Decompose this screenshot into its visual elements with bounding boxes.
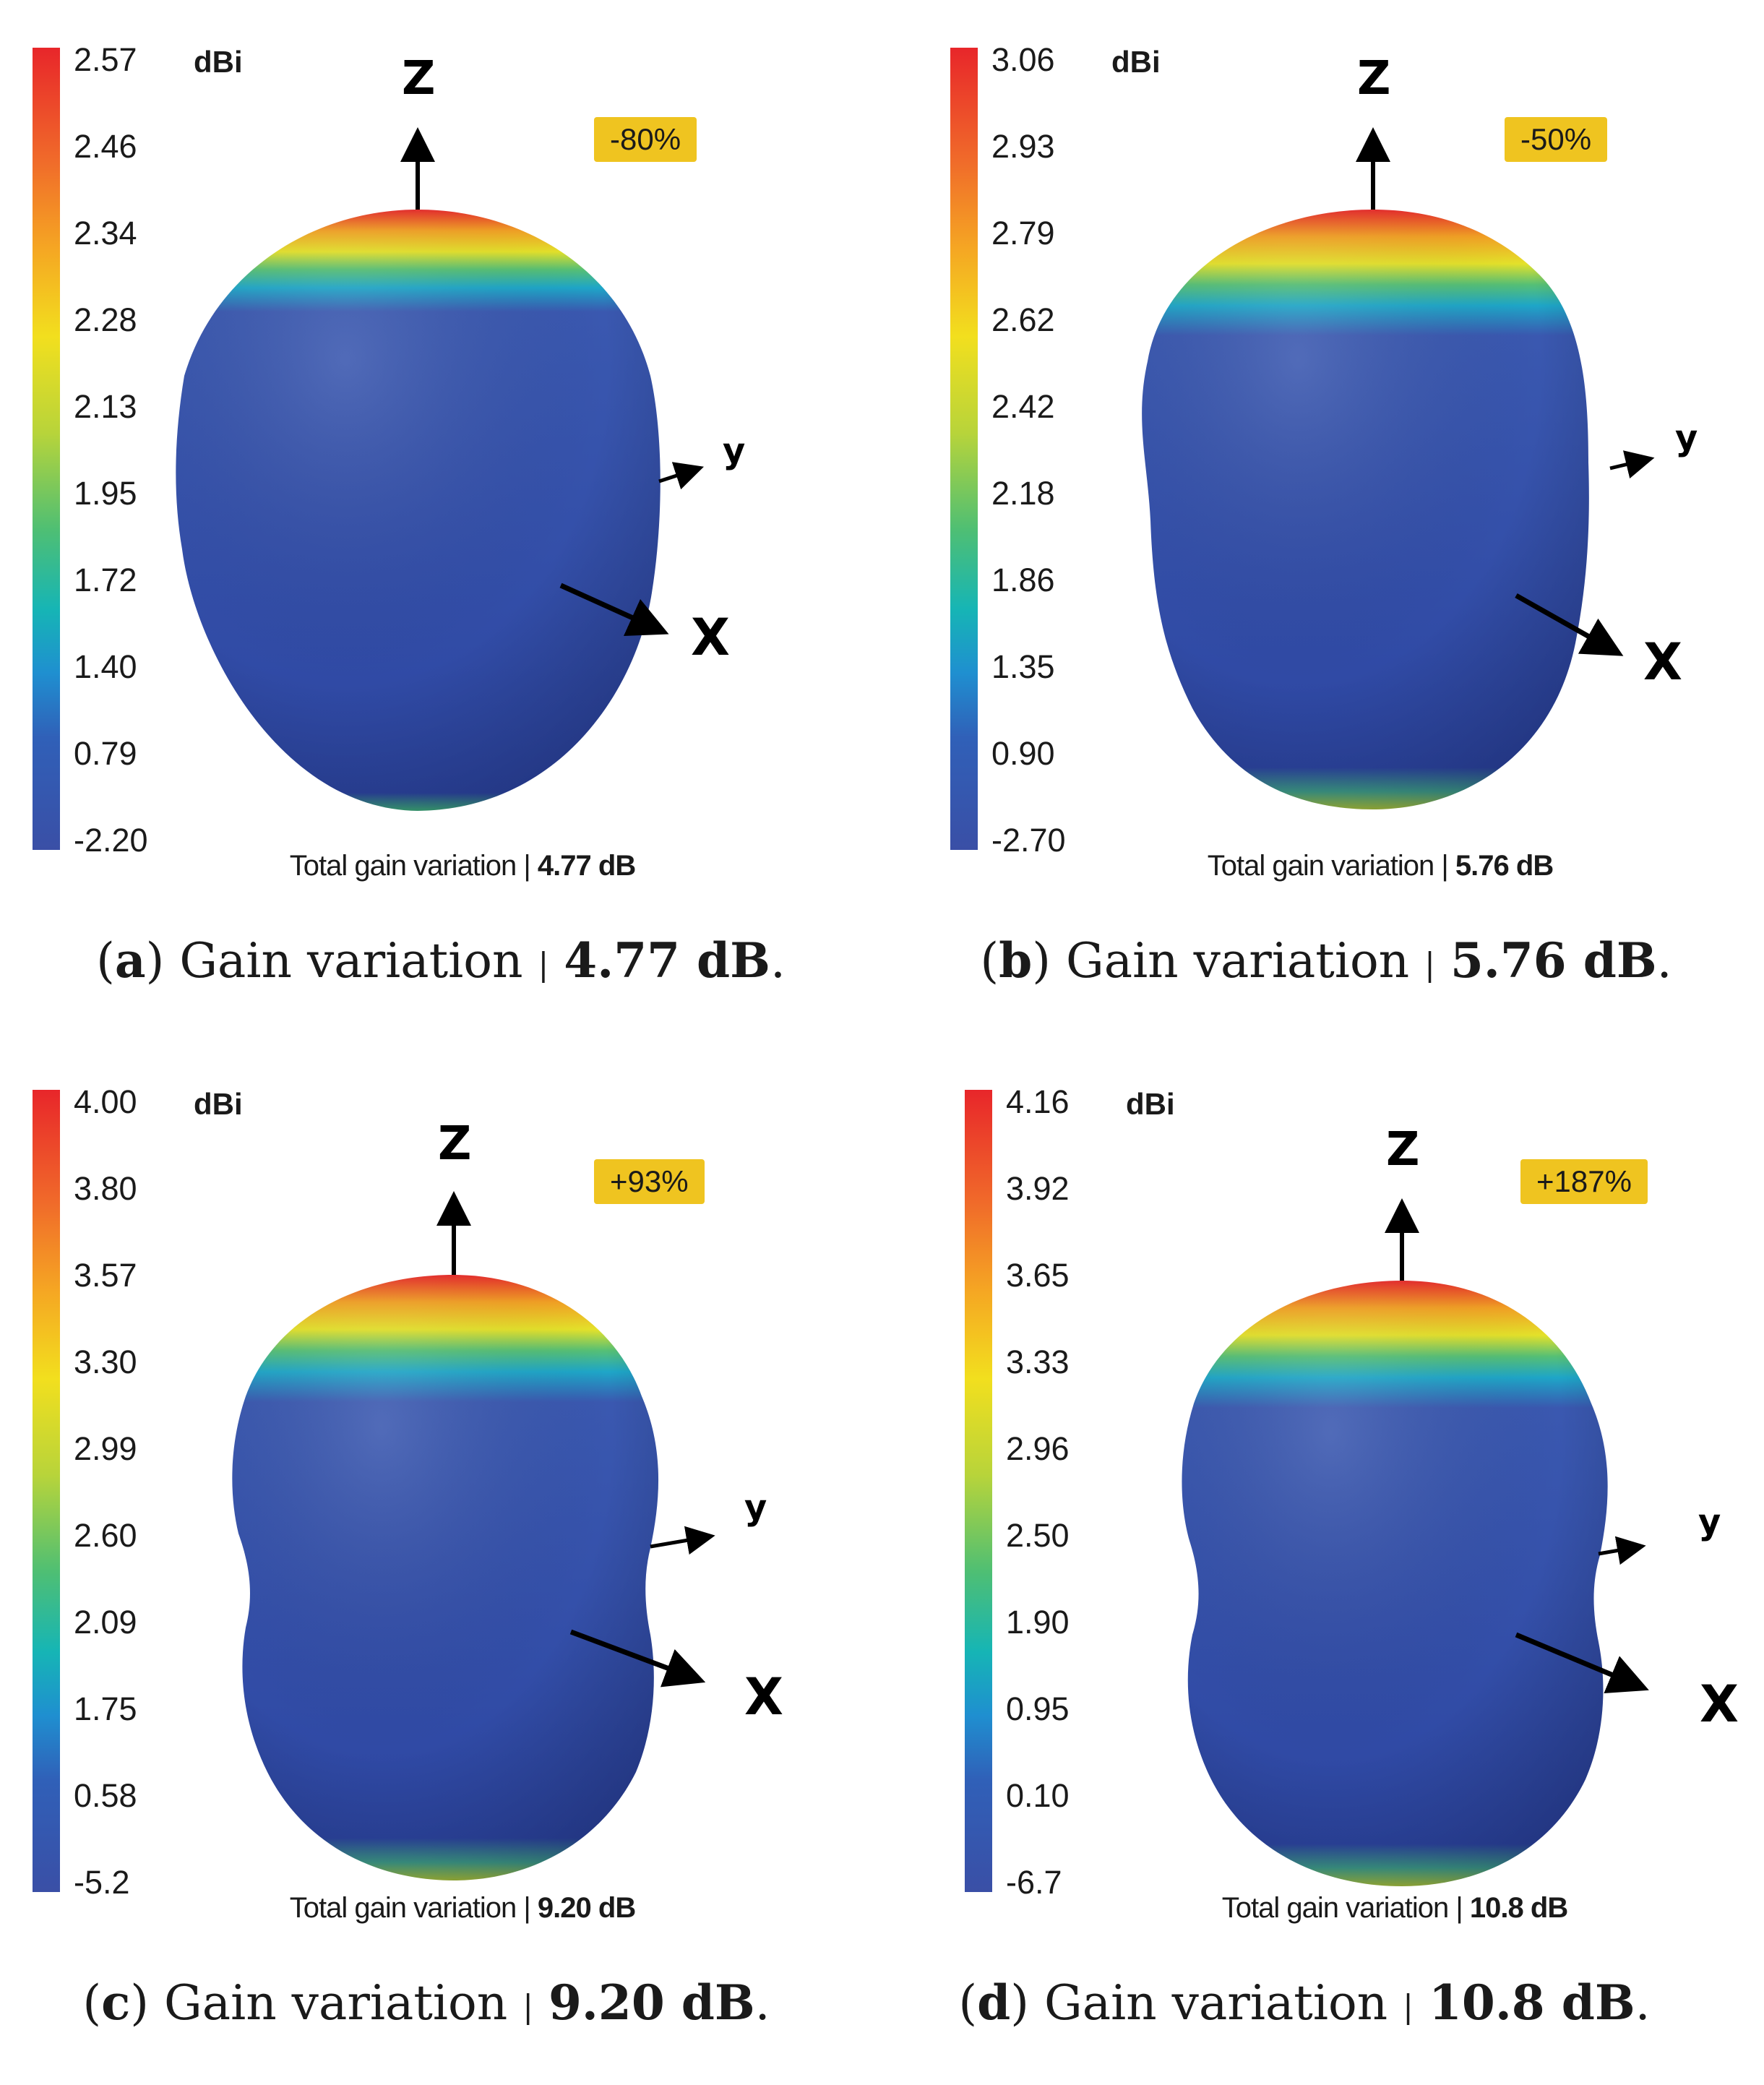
y-axis-arrow <box>650 1526 715 1555</box>
y-axis-label: y <box>1698 1502 1721 1542</box>
colorbar-tick: 2.34 <box>74 215 137 252</box>
colorbar-tick: 3.30 <box>74 1344 137 1380</box>
colorbar-tick: 2.42 <box>991 388 1055 425</box>
colorbar-tick: 1.90 <box>1006 1604 1070 1641</box>
x-axis-label: X <box>691 608 730 667</box>
z-axis-label: Z <box>1386 1123 1419 1177</box>
y-axis-arrow <box>1609 450 1655 479</box>
caption-d: (d) Gain variation | 10.8 dB. <box>958 1974 1651 2031</box>
colorbar-tick: 2.18 <box>991 475 1055 512</box>
colorbar-tick: -2.20 <box>74 822 148 859</box>
percent-badge: +187% <box>1520 1159 1648 1204</box>
unit-label: dBi <box>1126 1087 1175 1121</box>
colorbar-tick: 2.60 <box>74 1517 137 1554</box>
colorbar-tick: 2.99 <box>74 1430 137 1467</box>
panel-a: 2.57 2.46 2.34 2.28 2.13 1.95 1.72 1.40 … <box>0 0 882 1041</box>
colorbar <box>33 48 60 850</box>
x-axis-arrow <box>1515 593 1624 656</box>
colorbar-tick: 1.86 <box>991 562 1055 598</box>
colorbar-tick: 2.96 <box>1006 1430 1070 1467</box>
gain-variation-label: Total gain variation | 4.77 dB <box>289 850 636 882</box>
z-axis-label: Z <box>402 52 435 106</box>
y-axis-label: y <box>744 1487 767 1528</box>
colorbar-tick: 1.72 <box>74 562 137 598</box>
colorbar-tick: 1.35 <box>991 648 1055 685</box>
colorbar-tick: 2.50 <box>1006 1517 1070 1554</box>
colorbar-tick: 4.00 <box>74 1083 137 1120</box>
caption-c: (c) Gain variation | 9.20 dB. <box>82 1974 770 2031</box>
colorbar-tick: -6.7 <box>1006 1864 1062 1901</box>
colorbar-tick: 3.92 <box>1006 1170 1070 1207</box>
percent-badge: +93% <box>594 1159 705 1204</box>
colorbar-tick: 2.62 <box>991 301 1055 338</box>
panel-b: 3.06 2.93 2.79 2.62 2.42 2.18 1.86 1.35 … <box>918 0 1764 1041</box>
caption-b: (b) Gain variation | 5.76 dB. <box>980 932 1672 989</box>
colorbar-tick: 1.75 <box>74 1690 137 1727</box>
colorbar-tick: 3.57 <box>74 1257 137 1294</box>
percent-badge: -50% <box>1505 117 1608 162</box>
x-axis-arrow <box>559 582 669 636</box>
gain-variation-label: Total gain variation | 5.76 dB <box>1207 850 1554 882</box>
colorbar-tick: 0.79 <box>74 735 137 772</box>
colorbar-tick: 2.57 <box>74 41 137 78</box>
colorbar-tick: 0.58 <box>74 1777 137 1814</box>
panel-c: 4.00 3.80 3.57 3.30 2.99 2.60 2.09 1.75 … <box>0 1042 882 2083</box>
x-axis-label: X <box>1643 632 1682 692</box>
gain-variation-label: Total gain variation | 9.20 dB <box>289 1892 636 1924</box>
gain-variation-label: Total gain variation | 10.8 dB <box>1221 1892 1568 1924</box>
x-axis-arrow <box>1515 1632 1649 1694</box>
radiation-pattern-d: Z y X <box>1182 1123 1739 1886</box>
colorbar-tick: 2.46 <box>74 128 137 165</box>
colorbar-tick: 3.33 <box>1006 1344 1070 1380</box>
colorbar <box>965 1090 992 1892</box>
y-axis-arrow <box>1598 1536 1646 1565</box>
radiation-pattern-b: Z y X <box>1142 52 1698 809</box>
colorbar-tick: 3.80 <box>74 1170 137 1207</box>
colorbar-tick: 4.16 <box>1006 1083 1070 1120</box>
z-axis-label: Z <box>438 1117 471 1171</box>
percent-badge: -80% <box>594 117 697 162</box>
y-axis-label: y <box>723 431 745 471</box>
radiation-pattern-c: Z y X <box>232 1117 783 1880</box>
colorbar-tick: 2.93 <box>991 128 1055 165</box>
unit-label: dBi <box>194 1087 243 1121</box>
radiation-pattern-a: Z y X <box>176 52 745 811</box>
colorbar-tick: 0.10 <box>1006 1777 1070 1814</box>
unit-label: dBi <box>1111 45 1161 79</box>
x-axis-label: X <box>744 1667 783 1727</box>
colorbar-tick: 3.65 <box>1006 1257 1070 1294</box>
z-axis-label: Z <box>1357 52 1390 106</box>
colorbar-tick: 0.90 <box>991 735 1055 772</box>
unit-label: dBi <box>194 45 243 79</box>
y-axis-label: y <box>1675 418 1698 458</box>
y-axis-arrow <box>658 462 705 490</box>
colorbar-tick: -5.2 <box>74 1864 130 1901</box>
colorbar-tick: 0.95 <box>1006 1690 1070 1727</box>
colorbar-tick: 2.13 <box>74 388 137 425</box>
colorbar-tick: 1.95 <box>74 475 137 512</box>
colorbar-tick: 1.40 <box>74 648 137 685</box>
colorbar-tick: 3.06 <box>991 41 1055 78</box>
caption-a: (a) Gain variation | 4.77 dB. <box>96 932 786 989</box>
colorbar-tick: 2.28 <box>74 301 137 338</box>
colorbar-tick: 2.09 <box>74 1604 137 1641</box>
x-axis-label: X <box>1700 1675 1739 1734</box>
colorbar <box>33 1090 60 1892</box>
colorbar-tick: -2.70 <box>991 822 1066 859</box>
colorbar-tick: 2.79 <box>991 215 1055 252</box>
panel-d: 4.16 3.92 3.65 3.33 2.96 2.50 1.90 0.95 … <box>932 1042 1764 2083</box>
colorbar <box>950 48 978 850</box>
x-axis-arrow <box>569 1629 706 1688</box>
